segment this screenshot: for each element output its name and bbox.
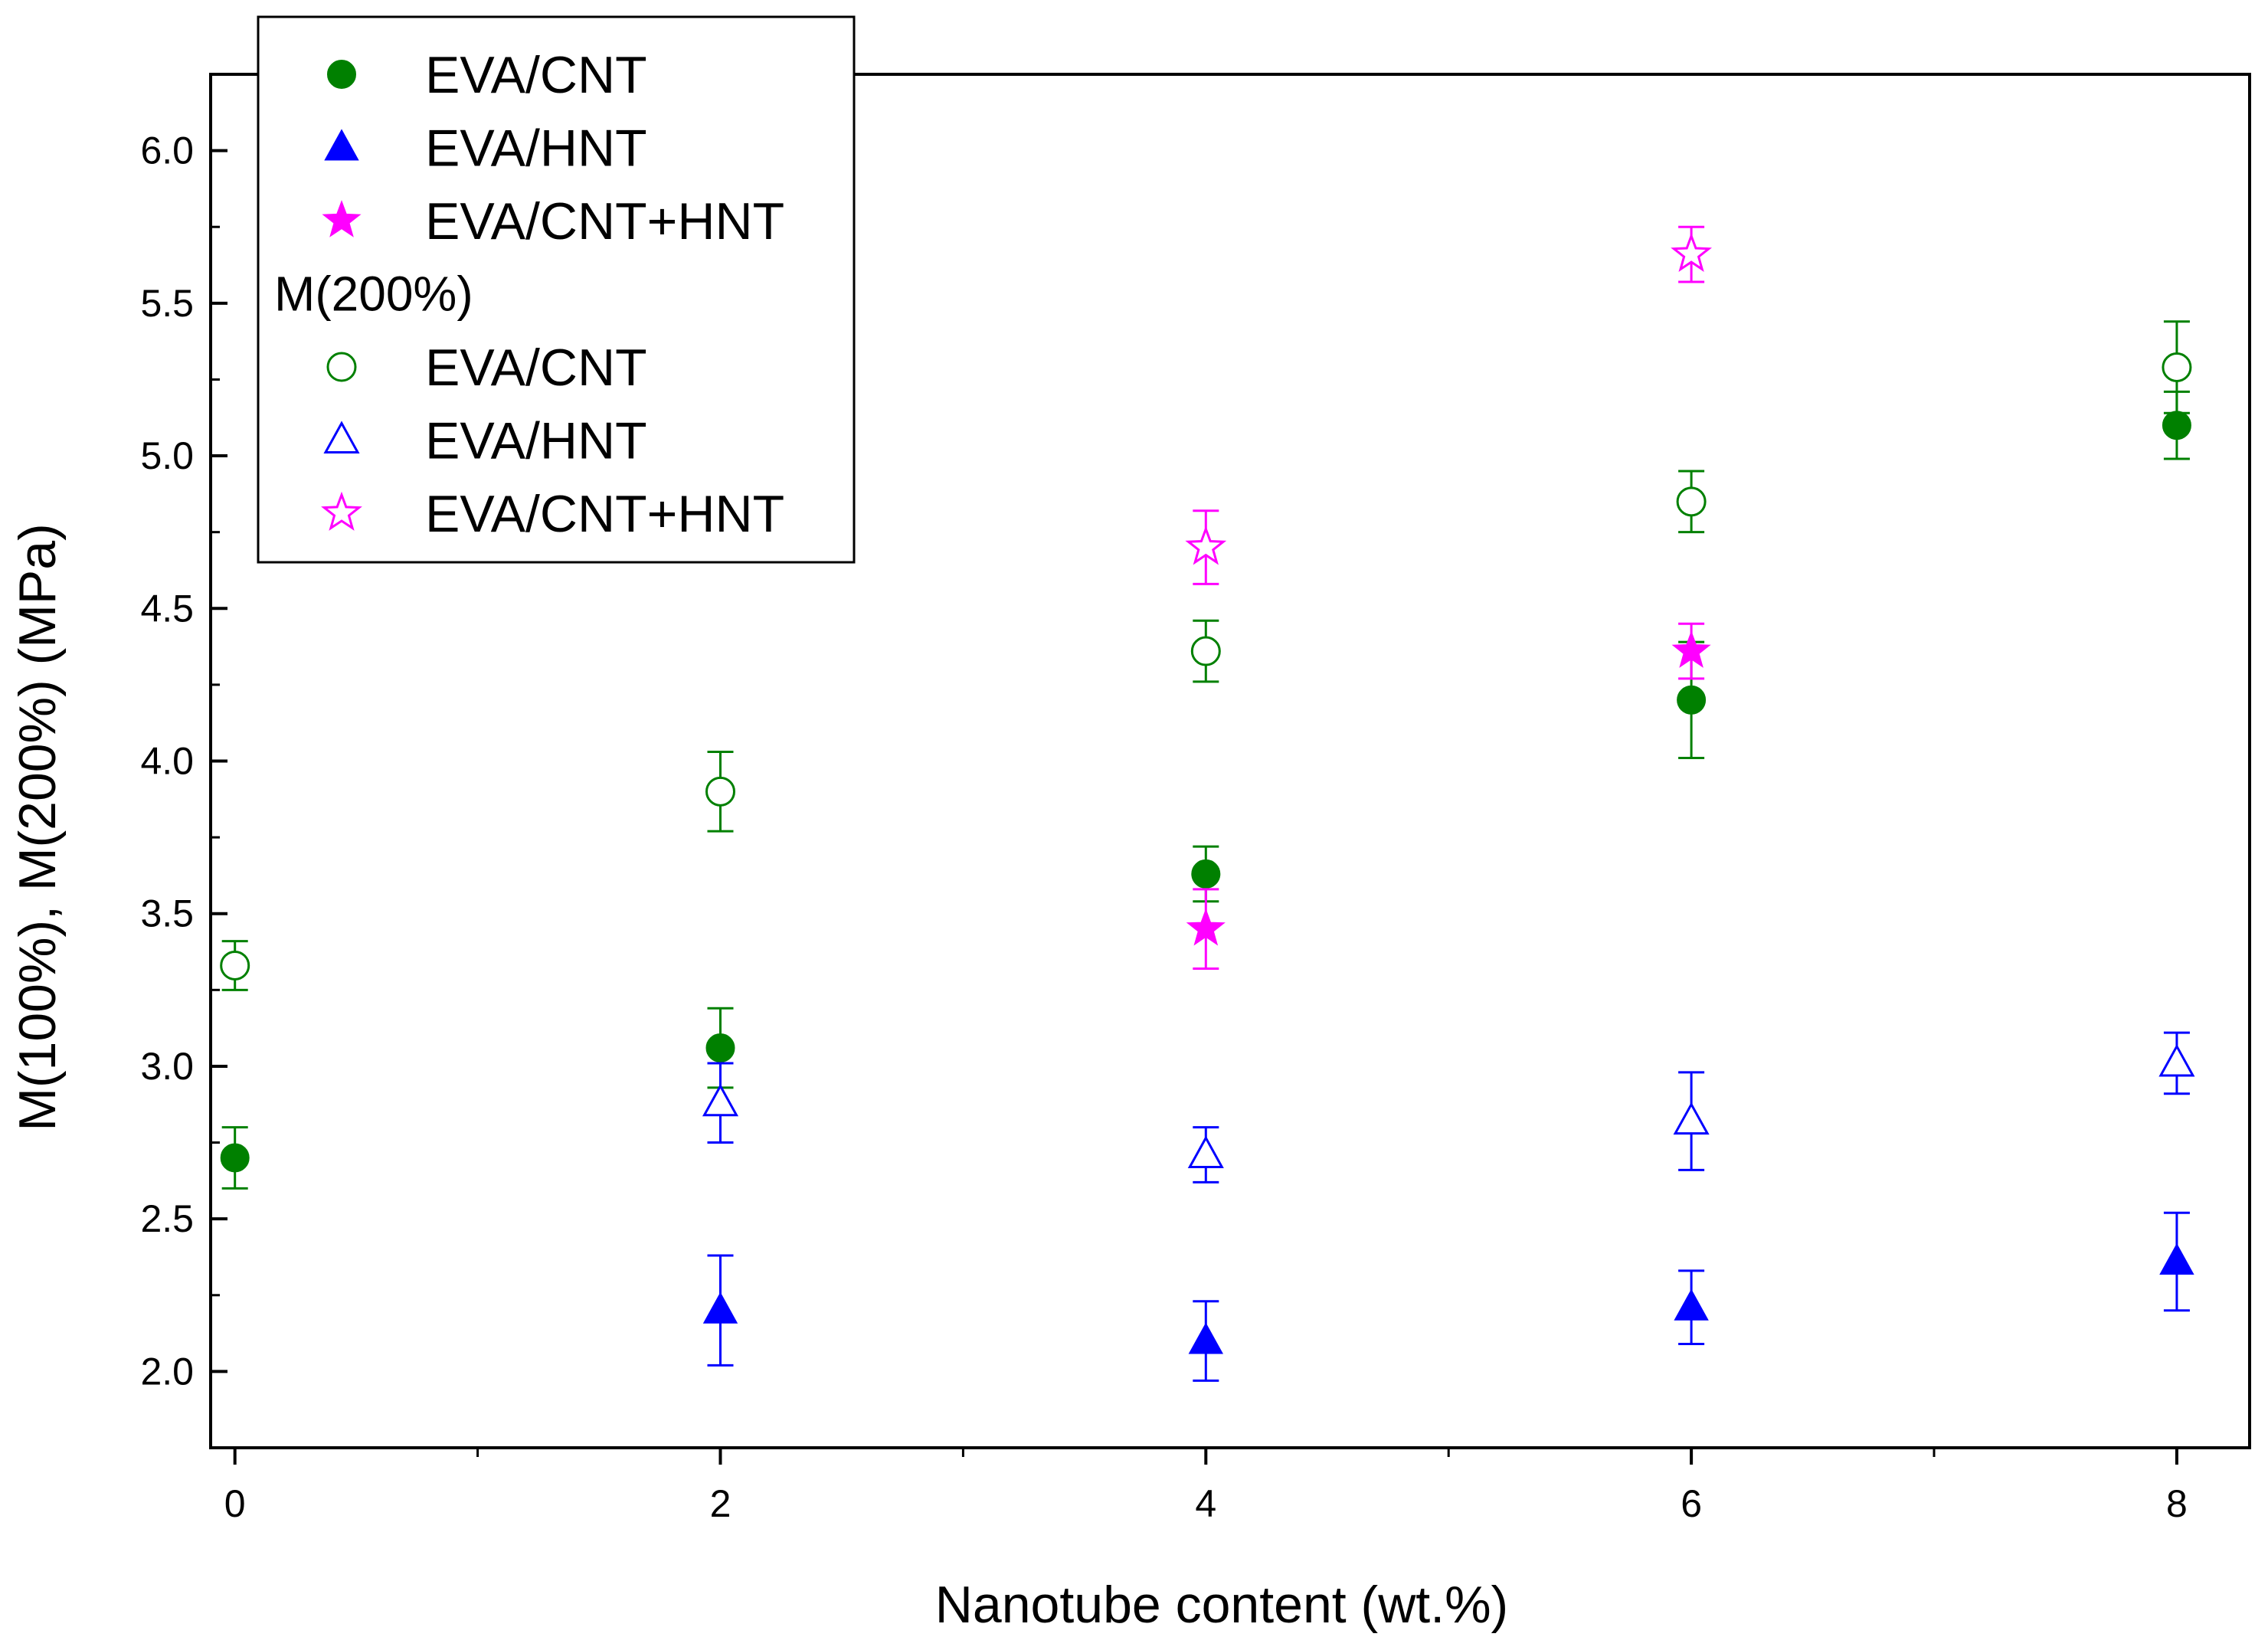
data-point	[2162, 352, 2192, 383]
legend-marker	[324, 129, 359, 161]
data-point	[2162, 411, 2191, 440]
data-marks	[220, 225, 2195, 1382]
series-eva-hnt-100	[702, 1211, 2194, 1382]
data-point	[702, 1083, 739, 1117]
legend: EVA/CNT EVA/HNT EVA/CNT+HNT M(200%) EVA/CNT E…	[257, 15, 856, 564]
data-point	[1186, 908, 1226, 946]
series-eva-cnt-100	[220, 390, 2191, 1190]
y-tick-label: 2.5	[140, 1197, 194, 1240]
y-tick-label: 4.5	[140, 587, 194, 630]
x-tick-label: 6	[1681, 1482, 1702, 1525]
data-point	[1671, 232, 1713, 273]
data-point	[705, 1033, 735, 1063]
y-tick-label: 5.5	[140, 282, 194, 325]
x-axis-label: Nanotube content (wt.%)	[935, 1576, 1508, 1634]
marker-backdrop	[2160, 1046, 2193, 1075]
marker-backdrop	[1675, 1104, 1708, 1134]
series-eva-cnt-hnt-100	[1186, 622, 1711, 970]
legend-label: EVA/CNT	[425, 339, 647, 397]
data-point	[220, 950, 250, 981]
legend-label: EVA/CNT+HNT	[425, 192, 784, 250]
x-tick-label: 8	[2166, 1482, 2188, 1525]
data-point	[1187, 1135, 1224, 1168]
data-point	[1671, 630, 1711, 668]
marker-backdrop	[1674, 236, 1709, 270]
legend-marker	[321, 491, 362, 531]
marker-backdrop	[1188, 529, 1224, 562]
data-point	[1673, 1102, 1710, 1135]
series-eva-hnt-200	[702, 1031, 2195, 1183]
legend-label: EVA/CNT+HNT	[425, 485, 784, 543]
x-tick-label: 2	[710, 1482, 731, 1525]
legend-marker	[326, 352, 357, 382]
marker-backdrop	[706, 778, 735, 806]
y-tick-label: 4.0	[140, 740, 194, 783]
data-point	[1676, 486, 1707, 517]
y-tick-label: 3.0	[140, 1045, 194, 1088]
legend-marker	[323, 421, 360, 453]
data-point	[1190, 636, 1221, 666]
legend-label: EVA/HNT	[425, 412, 647, 470]
y-axis-label: M(100%), M(200%) (MPa)	[8, 523, 67, 1131]
legend-header: M(200%)	[274, 267, 473, 322]
data-point	[2158, 1043, 2195, 1077]
data-point	[1677, 685, 1707, 715]
series-eva-cnt-200	[220, 320, 2192, 991]
y-tick-label: 6.0	[140, 129, 194, 172]
marker-backdrop	[704, 1085, 737, 1115]
data-point	[220, 1143, 250, 1173]
data-point	[1191, 859, 1221, 889]
y-tick-label: 5.0	[140, 434, 194, 477]
data-point	[1188, 1322, 1224, 1354]
data-point	[2159, 1242, 2194, 1275]
data-point	[1185, 525, 1227, 565]
marker-backdrop	[2162, 353, 2191, 381]
legend-label: EVA/CNT	[425, 46, 647, 104]
legend-box	[257, 15, 856, 564]
marker-backdrop	[1190, 1138, 1222, 1167]
y-tick-label: 2.0	[140, 1350, 194, 1393]
data-point	[702, 1292, 738, 1324]
marker-backdrop	[221, 951, 249, 980]
marker-backdrop	[1192, 637, 1220, 666]
series-eva-cnt-hnt-200	[1185, 225, 1713, 585]
marker-backdrop	[1677, 487, 1706, 516]
y-axis: 2.0 2.5 3.0 3.5 4.0 4.5 5.0 5.5 6.0	[140, 129, 227, 1449]
legend-label: EVA/HNT	[425, 119, 647, 178]
legend-marker	[322, 200, 362, 237]
data-point	[1674, 1288, 1709, 1321]
x-tick-label: 0	[224, 1482, 246, 1525]
data-point	[705, 776, 735, 807]
legend-marker	[327, 60, 356, 89]
x-axis: 0 2 4 6 8	[224, 1448, 2188, 1525]
y-tick-label: 3.5	[140, 892, 194, 935]
x-tick-label: 4	[1195, 1482, 1216, 1525]
